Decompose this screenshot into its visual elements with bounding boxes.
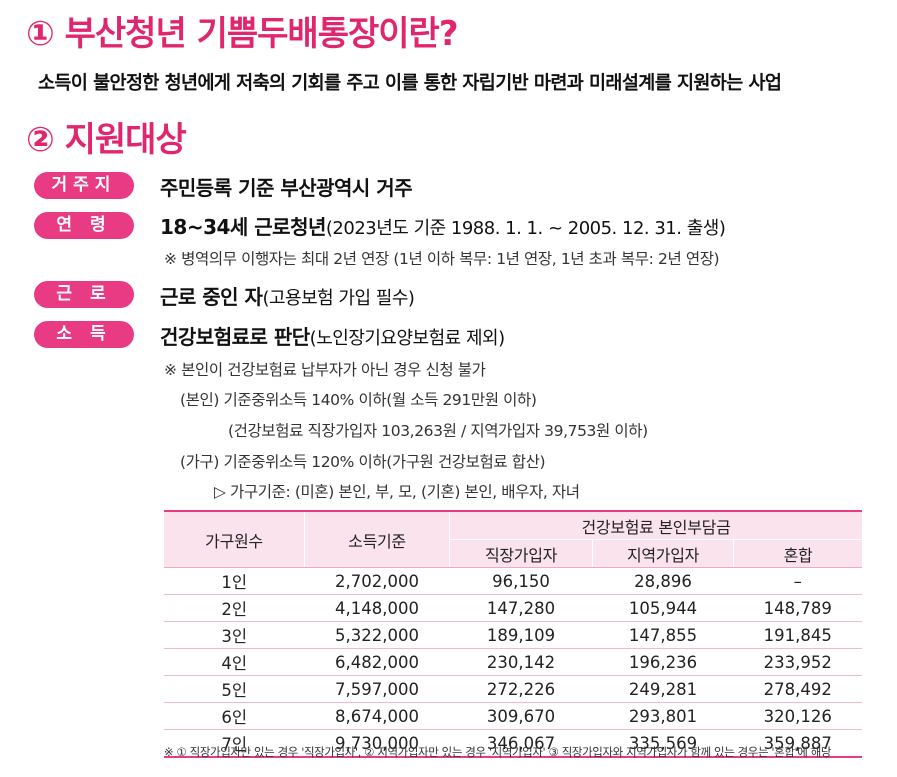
work-main: 근로 중인 자: [160, 285, 263, 309]
age-sub: (2023년도 기준 1988. 1. 1. ~ 2005. 12. 31. 출…: [325, 218, 726, 239]
table-row: 3인 5,322,000 189,109 147,855 191,845: [164, 621, 862, 649]
table-row: 4인 6,482,000 230,142 196,236 233,952: [164, 648, 862, 676]
header-household: 가구원수: [164, 510, 305, 568]
cell-work: 230,142: [449, 648, 593, 676]
income-text: 건강보험료로 판단(노인장기요양보험료 제외): [160, 321, 505, 350]
cell-mixed: 148,789: [733, 594, 862, 622]
header-group: 건강보험료 본인부담금: [449, 510, 862, 540]
cell-region: 335,569: [592, 729, 734, 758]
cell-region: 196,236: [592, 648, 734, 676]
header-work: 직장가입자: [449, 539, 593, 568]
income-note-1: ※ 본인이 건강보험료 납부자가 아닌 경우 신청 불가: [164, 361, 486, 379]
cell-mixed: –: [733, 567, 862, 595]
table-row: 2인 4,148,000 147,280 105,944 148,789: [164, 594, 862, 622]
header-region: 지역가입자: [592, 539, 734, 568]
cell-household: 4인: [164, 648, 305, 676]
table-row: 6인 8,674,000 309,670 293,801 320,126: [164, 702, 862, 730]
header-income: 소득기준: [304, 510, 450, 568]
residence-text: 주민등록 기준 부산광역시 거주: [160, 172, 413, 201]
cell-region: 293,801: [592, 702, 734, 730]
table-row: 1인 2,702,000 96,150 28,896–: [164, 567, 862, 595]
cell-household: 3인: [164, 621, 305, 649]
work-badge: 근 로: [34, 281, 134, 308]
cell-household: 5인: [164, 675, 305, 703]
cell-income: 9,730,000: [304, 729, 450, 758]
cell-work: 189,109: [449, 621, 593, 649]
cell-income: 2,702,000: [304, 567, 450, 595]
table-row: 7인 9,730,000 346,067 335,569 359,887: [164, 729, 862, 758]
cell-mixed: 359,887: [733, 729, 862, 758]
cell-household: 6인: [164, 702, 305, 730]
table-row: 5인 7,597,000 272,226 249,281 278,492: [164, 675, 862, 703]
cell-work: 96,150: [449, 567, 593, 595]
income-sub: (노인장기요양보험료 제외): [309, 328, 505, 349]
footnote: ※ ① 직장가입자만 있는 경우 '직장가입자', ② 지역가입자만 있는 경우…: [164, 745, 832, 759]
section1-intro: 소득이 불안정한 청년에게 저축의 기회를 주고 이를 통한 자립기반 마련과 …: [38, 73, 782, 94]
income-table: 가구원수 소득기준 건강보험료 본인부담금 직장가입자 지역가입자 혼합 1인 2…: [164, 510, 862, 758]
section1-title: ① 부산청년 기쁨두배통장이란?: [26, 14, 459, 54]
cell-region: 28,896: [592, 567, 734, 595]
cell-region: 105,944: [592, 594, 734, 622]
cell-work: 309,670: [449, 702, 593, 730]
cell-income: 8,674,000: [304, 702, 450, 730]
income-main: 건강보험료로 판단: [160, 325, 310, 349]
cell-household: 2인: [164, 594, 305, 622]
age-main: 18~34세 근로청년: [160, 215, 326, 239]
section2-title: ② 지원대상: [26, 120, 187, 160]
income-note-2: (본인) 기준중위소득 140% 이하(월 소득 291만원 이하): [180, 391, 537, 409]
cell-work: 272,226: [449, 675, 593, 703]
cell-region: 249,281: [592, 675, 734, 703]
income-note-5: ▷ 가구기준: (미혼) 본인, 부, 모, (기혼) 본인, 배우자, 자녀: [214, 483, 580, 501]
cell-work: 147,280: [449, 594, 593, 622]
income-badge: 소 득: [34, 321, 134, 348]
cell-income: 7,597,000: [304, 675, 450, 703]
age-text: 18~34세 근로청년(2023년도 기준 1988. 1. 1. ~ 2005…: [160, 211, 726, 240]
cell-income: 5,322,000: [304, 621, 450, 649]
cell-income: 4,148,000: [304, 594, 450, 622]
work-text: 근로 중인 자(고용보험 가입 필수): [160, 281, 415, 310]
residence-badge: 거주지: [34, 172, 134, 199]
cell-income: 6,482,000: [304, 648, 450, 676]
cell-mixed: 320,126: [733, 702, 862, 730]
cell-mixed: 278,492: [733, 675, 862, 703]
cell-work: 346,067: [449, 729, 593, 758]
header-mixed: 혼합: [733, 539, 862, 568]
cell-household: 1인: [164, 567, 305, 595]
table-body: 1인 2,702,000 96,150 28,896–2인 4,148,000 147,2…: [164, 567, 862, 758]
residence-main: 주민등록 기준 부산광역시 거주: [160, 176, 413, 200]
income-note-3: (건강보험료 직장가입자 103,263원 / 지역가입자 39,753원 이하…: [228, 422, 648, 440]
cell-mixed: 233,952: [733, 648, 862, 676]
cell-mixed: 191,845: [733, 621, 862, 649]
age-badge: 연 령: [34, 212, 134, 239]
cell-region: 147,855: [592, 621, 734, 649]
cell-household: 7인: [164, 729, 305, 758]
age-note: ※ 병역의무 이행자는 최대 2년 연장 (1년 이하 복무: 1년 연장, 1…: [164, 250, 720, 268]
income-note-4: (가구) 기준중위소득 120% 이하(가구원 건강보험료 합산): [180, 453, 546, 471]
work-sub: (고용보험 가입 필수): [262, 288, 415, 309]
